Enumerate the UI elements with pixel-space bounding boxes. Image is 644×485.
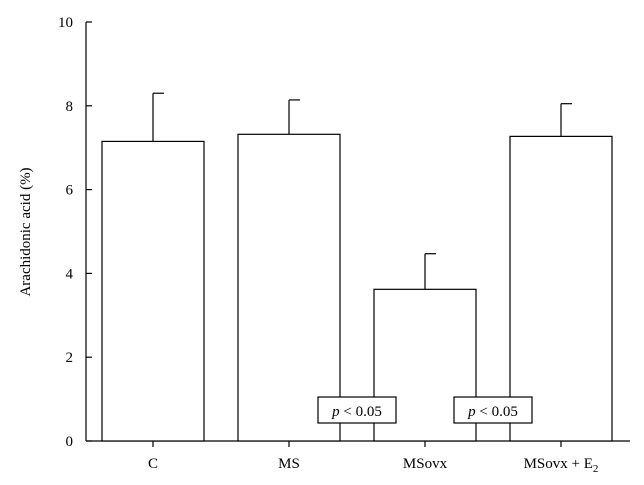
y-tick-label: 8 (66, 99, 74, 115)
y-tick-label: 6 (66, 183, 74, 199)
x-tick-label: C (148, 456, 158, 472)
y-tick-label: 0 (66, 434, 74, 450)
bar (509, 135, 613, 442)
p-symbol: p (331, 404, 340, 420)
error-bars (152, 92, 572, 290)
p-threshold: < 0.05 (476, 404, 518, 420)
x-tick-label: MSovx (403, 456, 448, 472)
x-tick-label: MSovx + E2 (524, 456, 599, 475)
annotations: p < 0.05 p < 0.05 (317, 396, 533, 424)
bars (101, 133, 613, 442)
bar (237, 133, 341, 442)
p-threshold: < 0.05 (340, 404, 382, 420)
p-value-label: p < 0.05 (467, 404, 518, 420)
p-value-label: p < 0.05 (331, 404, 382, 420)
y-tick-label: 10 (58, 15, 73, 31)
bar (101, 140, 205, 442)
x-tick-label-subscript: 2 (593, 463, 599, 475)
x-tick-label: MS (278, 456, 300, 472)
y-tick-label: 2 (66, 350, 74, 366)
p-value-box (317, 396, 397, 424)
p-symbol: p (467, 404, 476, 420)
y-axis-label: Arachidonic acid (%) (18, 167, 34, 296)
y-tick-label: 4 (66, 266, 74, 282)
p-value-box (453, 396, 533, 424)
